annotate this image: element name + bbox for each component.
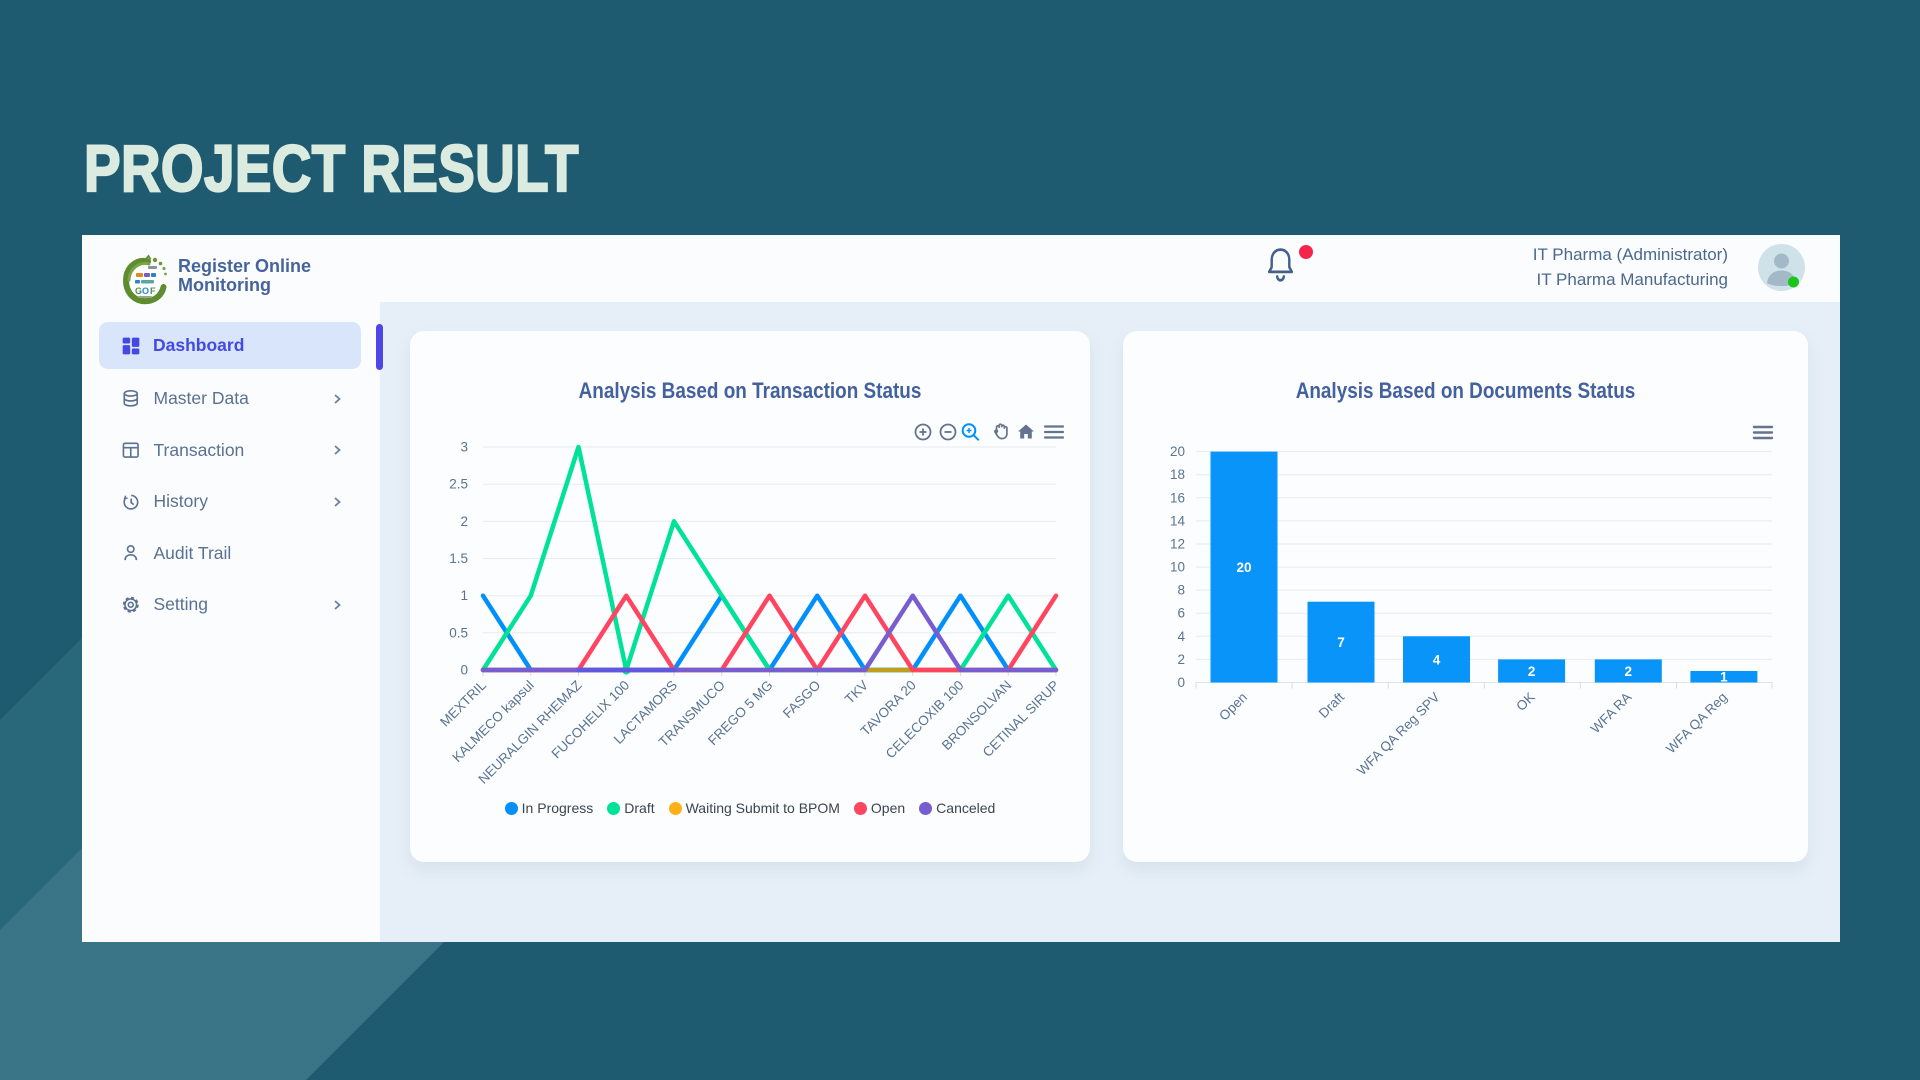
svg-text:2: 2 — [1177, 652, 1185, 667]
svg-text:F: F — [150, 286, 156, 296]
svg-text:O: O — [142, 286, 149, 296]
svg-text:8: 8 — [1177, 583, 1185, 598]
svg-text:WFA QA Reg SPV: WFA QA Reg SPV — [1354, 690, 1443, 779]
svg-text:2: 2 — [460, 514, 468, 529]
svg-text:Draft: Draft — [1316, 689, 1347, 720]
svg-text:1.5: 1.5 — [449, 551, 468, 566]
svg-text:OK: OK — [1513, 690, 1537, 714]
svg-text:16: 16 — [1170, 490, 1185, 505]
svg-text:0: 0 — [460, 663, 468, 678]
svg-text:18: 18 — [1170, 467, 1185, 482]
svg-text:6: 6 — [1177, 606, 1185, 621]
svg-text:Open: Open — [1216, 690, 1250, 724]
svg-text:10: 10 — [1170, 560, 1185, 575]
svg-text:4: 4 — [1177, 629, 1185, 644]
svg-text:WFA QA Reg: WFA QA Reg — [1663, 690, 1730, 757]
svg-text:0.5: 0.5 — [449, 625, 468, 640]
svg-text:G: G — [135, 286, 142, 296]
svg-text:0: 0 — [1177, 675, 1185, 690]
svg-text:7: 7 — [1337, 635, 1345, 650]
svg-text:3: 3 — [460, 440, 468, 455]
svg-text:2: 2 — [1528, 664, 1536, 679]
svg-text:2: 2 — [1625, 664, 1633, 679]
svg-text:TKV: TKV — [842, 678, 871, 707]
svg-text:2.5: 2.5 — [449, 477, 468, 492]
svg-text:1: 1 — [1720, 670, 1728, 685]
svg-text:4: 4 — [1433, 652, 1441, 667]
svg-text:WFA RA: WFA RA — [1588, 690, 1635, 737]
svg-text:20: 20 — [1236, 560, 1251, 575]
svg-text:KALMECO kapsul: KALMECO kapsul — [449, 678, 537, 766]
svg-text:1: 1 — [460, 588, 468, 603]
svg-text:12: 12 — [1170, 537, 1185, 552]
svg-text:14: 14 — [1170, 513, 1186, 528]
svg-text:FASGO: FASGO — [780, 678, 823, 721]
svg-text:20: 20 — [1170, 444, 1185, 459]
